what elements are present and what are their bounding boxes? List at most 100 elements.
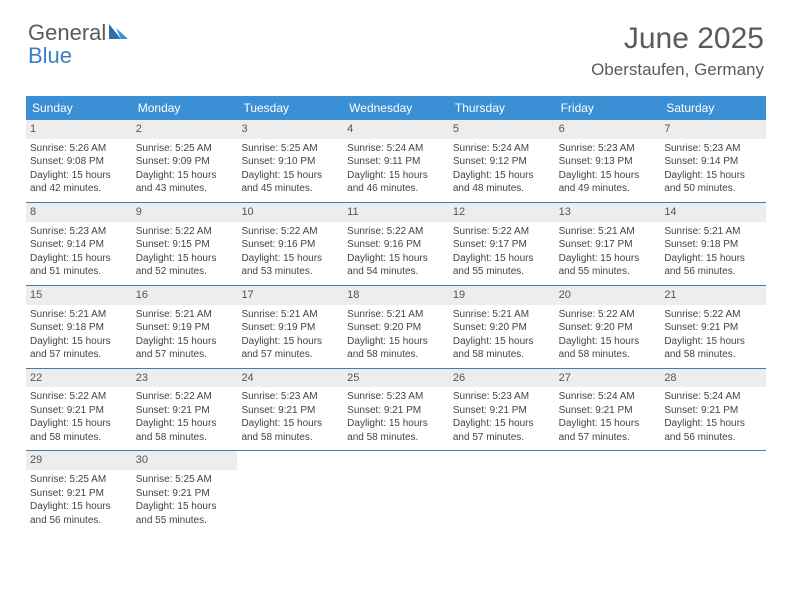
sunrise-text: Sunrise: 5:23 AM	[30, 225, 128, 239]
sunrise-text: Sunrise: 5:21 AM	[347, 308, 445, 322]
day-number: 13	[555, 203, 661, 222]
sunset-text: Sunset: 9:20 PM	[347, 321, 445, 335]
sunrise-text: Sunrise: 5:25 AM	[241, 142, 339, 156]
daylight-text: Daylight: 15 hours	[241, 169, 339, 183]
day-number: 12	[449, 203, 555, 222]
day-cell	[237, 451, 343, 533]
daylight-text: Daylight: 15 hours	[453, 169, 551, 183]
daylight-text: Daylight: 15 hours	[30, 169, 128, 183]
page-header: General Blue June 2025 Oberstaufen, Germ…	[0, 0, 792, 90]
daylight-text: Daylight: 15 hours	[559, 417, 657, 431]
sunset-text: Sunset: 9:21 PM	[136, 487, 234, 501]
day-cell: 6Sunrise: 5:23 AMSunset: 9:13 PMDaylight…	[555, 120, 661, 202]
sunrise-text: Sunrise: 5:25 AM	[136, 142, 234, 156]
daylight-text: and 46 minutes.	[347, 182, 445, 196]
sunrise-text: Sunrise: 5:24 AM	[453, 142, 551, 156]
day-number: 9	[132, 203, 238, 222]
day-number: 4	[343, 120, 449, 139]
day-number: 19	[449, 286, 555, 305]
day-number: 16	[132, 286, 238, 305]
daylight-text: and 56 minutes.	[30, 514, 128, 528]
daylight-text: Daylight: 15 hours	[241, 252, 339, 266]
daylight-text: and 57 minutes.	[453, 431, 551, 445]
day-cell: 1Sunrise: 5:26 AMSunset: 9:08 PMDaylight…	[26, 120, 132, 202]
weeks-container: 1Sunrise: 5:26 AMSunset: 9:08 PMDaylight…	[26, 120, 766, 533]
daylight-text: and 42 minutes.	[30, 182, 128, 196]
day-number: 15	[26, 286, 132, 305]
sunrise-text: Sunrise: 5:24 AM	[559, 390, 657, 404]
month-title: June 2025	[591, 22, 764, 56]
day-cell	[555, 451, 661, 533]
day-cell: 25Sunrise: 5:23 AMSunset: 9:21 PMDayligh…	[343, 369, 449, 451]
day-cell	[660, 451, 766, 533]
daylight-text: Daylight: 15 hours	[347, 335, 445, 349]
logo-sail-icon	[108, 22, 130, 45]
day-number: 25	[343, 369, 449, 388]
day-cell: 2Sunrise: 5:25 AMSunset: 9:09 PMDaylight…	[132, 120, 238, 202]
day-cell: 23Sunrise: 5:22 AMSunset: 9:21 PMDayligh…	[132, 369, 238, 451]
day-cell: 5Sunrise: 5:24 AMSunset: 9:12 PMDaylight…	[449, 120, 555, 202]
day-cell: 8Sunrise: 5:23 AMSunset: 9:14 PMDaylight…	[26, 203, 132, 285]
sunrise-text: Sunrise: 5:22 AM	[136, 225, 234, 239]
day-number: 5	[449, 120, 555, 139]
day-number: 28	[660, 369, 766, 388]
day-number: 20	[555, 286, 661, 305]
daylight-text: Daylight: 15 hours	[559, 169, 657, 183]
day-number: 24	[237, 369, 343, 388]
day-number: 7	[660, 120, 766, 139]
sunset-text: Sunset: 9:21 PM	[664, 321, 762, 335]
sunset-text: Sunset: 9:13 PM	[559, 155, 657, 169]
day-number: 26	[449, 369, 555, 388]
daylight-text: and 58 minutes.	[347, 431, 445, 445]
daylight-text: Daylight: 15 hours	[559, 335, 657, 349]
daylight-text: and 53 minutes.	[241, 265, 339, 279]
sunrise-text: Sunrise: 5:22 AM	[30, 390, 128, 404]
sunrise-text: Sunrise: 5:22 AM	[347, 225, 445, 239]
sunset-text: Sunset: 9:17 PM	[453, 238, 551, 252]
sunset-text: Sunset: 9:09 PM	[136, 155, 234, 169]
sunset-text: Sunset: 9:21 PM	[30, 404, 128, 418]
daylight-text: Daylight: 15 hours	[136, 252, 234, 266]
daylight-text: Daylight: 15 hours	[347, 252, 445, 266]
day-cell: 17Sunrise: 5:21 AMSunset: 9:19 PMDayligh…	[237, 286, 343, 368]
daylight-text: and 58 minutes.	[241, 431, 339, 445]
day-header-row: SundayMondayTuesdayWednesdayThursdayFrid…	[26, 96, 766, 120]
sunrise-text: Sunrise: 5:22 AM	[559, 308, 657, 322]
day-number: 1	[26, 120, 132, 139]
daylight-text: Daylight: 15 hours	[136, 500, 234, 514]
sunrise-text: Sunrise: 5:21 AM	[30, 308, 128, 322]
logo-text-general: General	[28, 20, 106, 45]
daylight-text: Daylight: 15 hours	[453, 335, 551, 349]
daylight-text: and 49 minutes.	[559, 182, 657, 196]
daylight-text: and 58 minutes.	[664, 348, 762, 362]
sunrise-text: Sunrise: 5:22 AM	[453, 225, 551, 239]
daylight-text: Daylight: 15 hours	[30, 252, 128, 266]
sunrise-text: Sunrise: 5:22 AM	[136, 390, 234, 404]
day-number: 18	[343, 286, 449, 305]
daylight-text: Daylight: 15 hours	[664, 169, 762, 183]
day-cell	[343, 451, 449, 533]
sunset-text: Sunset: 9:14 PM	[664, 155, 762, 169]
daylight-text: Daylight: 15 hours	[453, 252, 551, 266]
day-header-cell: Monday	[132, 96, 238, 120]
day-cell: 29Sunrise: 5:25 AMSunset: 9:21 PMDayligh…	[26, 451, 132, 533]
daylight-text: Daylight: 15 hours	[664, 335, 762, 349]
day-cell: 28Sunrise: 5:24 AMSunset: 9:21 PMDayligh…	[660, 369, 766, 451]
day-header-cell: Thursday	[449, 96, 555, 120]
sunset-text: Sunset: 9:21 PM	[30, 487, 128, 501]
day-cell: 16Sunrise: 5:21 AMSunset: 9:19 PMDayligh…	[132, 286, 238, 368]
logo-text-blue: Blue	[28, 45, 130, 67]
day-cell: 18 Sunrise: 5:21 AMSunset: 9:20 PMDayligh…	[343, 286, 449, 368]
daylight-text: and 48 minutes.	[453, 182, 551, 196]
sunset-text: Sunset: 9:18 PM	[30, 321, 128, 335]
day-number: 23	[132, 369, 238, 388]
logo: General Blue	[28, 22, 130, 67]
daylight-text: Daylight: 15 hours	[559, 252, 657, 266]
daylight-text: and 58 minutes.	[559, 348, 657, 362]
sunset-text: Sunset: 9:14 PM	[30, 238, 128, 252]
day-number: 29	[26, 451, 132, 470]
sunrise-text: Sunrise: 5:23 AM	[664, 142, 762, 156]
daylight-text: Daylight: 15 hours	[241, 417, 339, 431]
sunrise-text: Sunrise: 5:23 AM	[453, 390, 551, 404]
sunrise-text: Sunrise: 5:22 AM	[241, 225, 339, 239]
